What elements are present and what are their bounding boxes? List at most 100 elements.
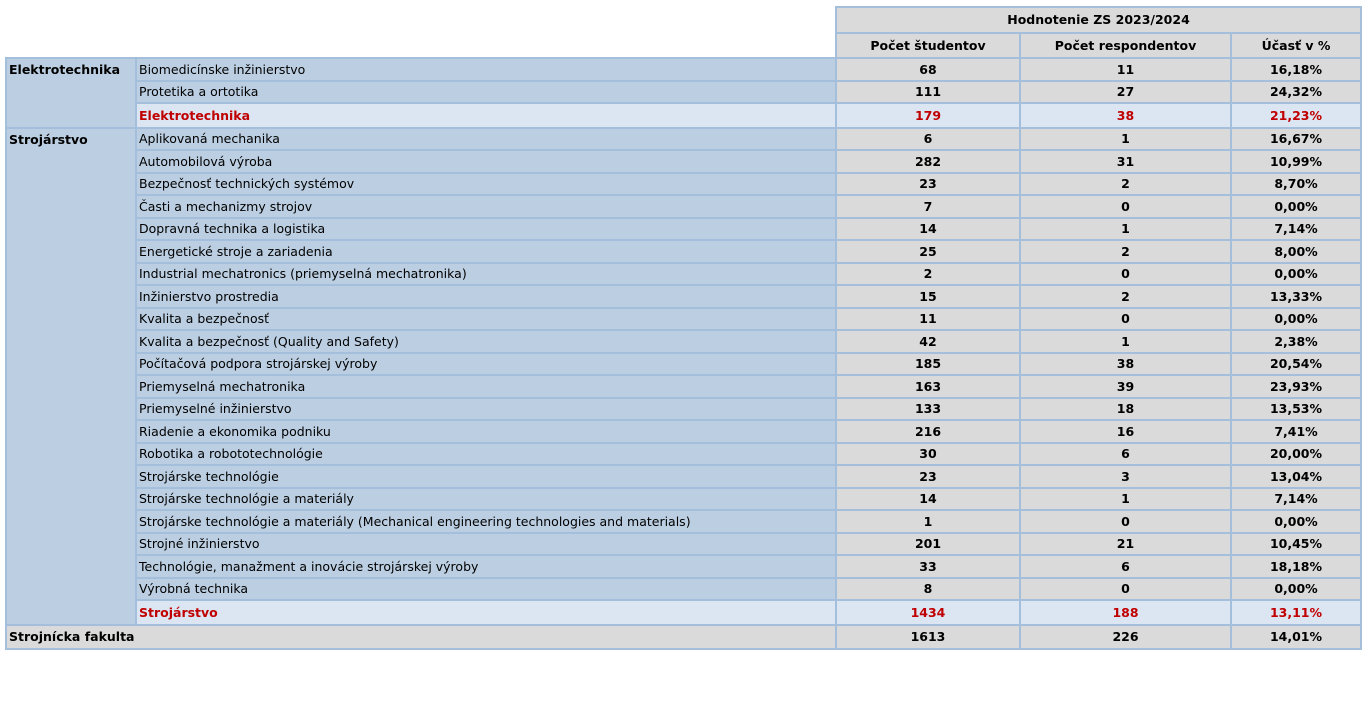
- program-name: Časti a mechanizmy strojov: [135, 194, 837, 219]
- program-name: Inžinierstvo prostredia: [135, 284, 837, 309]
- value-cell: 39: [1019, 374, 1232, 399]
- program-name: Kvalita a bezpečnosť (Quality and Safety…: [135, 329, 837, 354]
- program-row: Priemyselné inžinierstvo 133 18 13,53%: [6, 396, 1363, 421]
- program-name: Strojárstvo: [135, 599, 837, 626]
- value-cell: 11: [835, 306, 1021, 331]
- value-cell: 111: [835, 79, 1021, 104]
- program-row: Počítačová podpora strojárskej výroby 185…: [6, 351, 1363, 376]
- value-cell: 1: [1019, 486, 1232, 511]
- column-header: Účasť v %: [1229, 31, 1363, 59]
- value-cell: 14: [835, 216, 1021, 241]
- value-cell: 0: [1019, 261, 1232, 286]
- value-cell: 42: [835, 329, 1021, 354]
- header-row: Počet študentov Počet respondentov Účasť v…: [6, 31, 1363, 59]
- program-row: Strojárske technológie 23 3 13,04%: [6, 464, 1363, 489]
- subtotal-row: Strojárstvo 1434 188 13,11%: [6, 599, 1363, 626]
- value-cell: 16: [1019, 419, 1232, 444]
- program-row: Energetické stroje a zariadenia 25 2 8,00%: [6, 239, 1363, 264]
- program-name: Bezpečnosť technických systémov: [135, 171, 837, 196]
- value-cell: 21,23%: [1229, 102, 1363, 129]
- value-cell: 30: [835, 441, 1021, 466]
- value-cell: 0,00%: [1229, 194, 1363, 219]
- program-name: Robotika a robototechnológie: [135, 441, 837, 466]
- value-cell: 8,00%: [1229, 239, 1363, 264]
- value-cell: 201: [835, 531, 1021, 556]
- value-cell: 6: [1019, 441, 1232, 466]
- value-cell: 2: [1019, 284, 1232, 309]
- program-row: Industrial mechatronics (priemyselná mec…: [6, 261, 1363, 286]
- value-cell: 13,11%: [1229, 599, 1363, 626]
- subtotal-row: Elektrotechnika 179 38 21,23%: [6, 102, 1363, 129]
- value-cell: 0,00%: [1229, 261, 1363, 286]
- program-row: Robotika a robototechnológie 30 6 20,00%: [6, 441, 1363, 466]
- program-row: Priemyselná mechatronika 163 39 23,93%: [6, 374, 1363, 399]
- value-cell: 15: [835, 284, 1021, 309]
- program-row: Strojné inžinierstvo 201 21 10,45%: [6, 531, 1363, 556]
- group-name: Strojárstvo: [5, 126, 137, 626]
- value-cell: 1: [1019, 126, 1232, 151]
- value-cell: 8: [835, 576, 1021, 601]
- value-cell: 25: [835, 239, 1021, 264]
- program-row: Elektrotechnika Biomedicínske inžinierstv…: [5, 57, 1363, 129]
- value-cell: 10,45%: [1229, 531, 1363, 556]
- program-name: Strojárske technológie: [135, 464, 837, 489]
- value-cell: 38: [1019, 102, 1232, 129]
- program-name: Automobilová výroba: [135, 149, 837, 174]
- value-cell: 1: [835, 509, 1021, 534]
- program-name: Kvalita a bezpečnosť: [135, 306, 837, 331]
- value-cell: 16,67%: [1229, 126, 1363, 151]
- program-row: Strojárstvo Aplikovaná mechanika 6 1 16,67%: [5, 126, 1363, 626]
- value-cell: 0: [1019, 576, 1232, 601]
- program-name: Strojárske technológie a materiály (Mech…: [135, 509, 837, 534]
- program-name: Priemyselná mechatronika: [135, 374, 837, 399]
- value-cell: 21: [1019, 531, 1232, 556]
- program-row: Inžinierstvo prostredia 15 2 13,33%: [6, 284, 1363, 309]
- program-row: Časti a mechanizmy strojov 7 0 0,00%: [6, 194, 1363, 219]
- value-cell: 23: [835, 171, 1021, 196]
- value-cell: 20,54%: [1229, 351, 1363, 376]
- program-name: Energetické stroje a zariadenia: [135, 239, 837, 264]
- program-row: Kvalita a bezpečnosť (Quality and Safety…: [6, 329, 1363, 354]
- value-cell: 6: [835, 126, 1021, 151]
- value-cell: 8,70%: [1229, 171, 1363, 196]
- value-cell: 179: [835, 102, 1021, 129]
- value-cell: 14,01%: [1229, 623, 1363, 650]
- value-cell: 7,41%: [1229, 419, 1363, 444]
- value-cell: 226: [1019, 623, 1232, 650]
- value-cell: 7,14%: [1229, 216, 1363, 241]
- value-cell: 23,93%: [1229, 374, 1363, 399]
- value-cell: 38: [1019, 351, 1232, 376]
- program-row: Dopravná technika a logistika 14 1 7,14%: [6, 216, 1363, 241]
- value-cell: 11: [1019, 57, 1232, 82]
- value-cell: 68: [835, 57, 1021, 82]
- value-cell: 2,38%: [1229, 329, 1363, 354]
- value-cell: 18,18%: [1229, 554, 1363, 579]
- program-row: Automobilová výroba 282 31 10,99%: [6, 149, 1363, 174]
- group-name: Elektrotechnika: [5, 57, 137, 129]
- value-cell: 14: [835, 486, 1021, 511]
- value-cell: 2: [1019, 239, 1232, 264]
- value-cell: 31: [1019, 149, 1232, 174]
- program-row: Strojárske technológie a materiály 14 1 7,1…: [6, 486, 1363, 511]
- value-cell: 1: [1019, 216, 1232, 241]
- program-row: Výrobná technika 8 0 0,00%: [6, 576, 1363, 601]
- value-cell: 282: [835, 149, 1021, 174]
- value-cell: 133: [835, 396, 1021, 421]
- value-cell: 2: [835, 261, 1021, 286]
- value-cell: 0: [1019, 509, 1232, 534]
- program-name: Strojné inžinierstvo: [135, 531, 837, 556]
- program-name: Výrobná technika: [135, 576, 837, 601]
- total-row: Strojnícka fakulta 1613 226 14,01%: [5, 623, 1363, 650]
- value-cell: 1434: [835, 599, 1021, 626]
- value-cell: 3: [1019, 464, 1232, 489]
- program-name: Dopravná technika a logistika: [135, 216, 837, 241]
- program-name: Strojárske technológie a materiály: [135, 486, 837, 511]
- value-cell: 10,99%: [1229, 149, 1363, 174]
- value-cell: 20,00%: [1229, 441, 1363, 466]
- value-cell: 16,18%: [1229, 57, 1363, 82]
- program-row: Bezpečnosť technických systémov 23 2 8,70%: [6, 171, 1363, 196]
- value-cell: 0,00%: [1229, 306, 1363, 331]
- value-cell: 188: [1019, 599, 1232, 626]
- program-name: Biomedicínske inžinierstvo: [135, 57, 837, 82]
